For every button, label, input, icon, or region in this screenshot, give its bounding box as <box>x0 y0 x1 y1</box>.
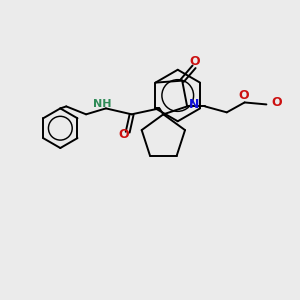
Text: N: N <box>189 98 199 111</box>
Text: O: O <box>118 128 129 141</box>
Text: NH: NH <box>93 99 111 110</box>
Text: O: O <box>190 55 200 68</box>
Text: O: O <box>238 89 249 102</box>
Text: O: O <box>271 96 282 109</box>
